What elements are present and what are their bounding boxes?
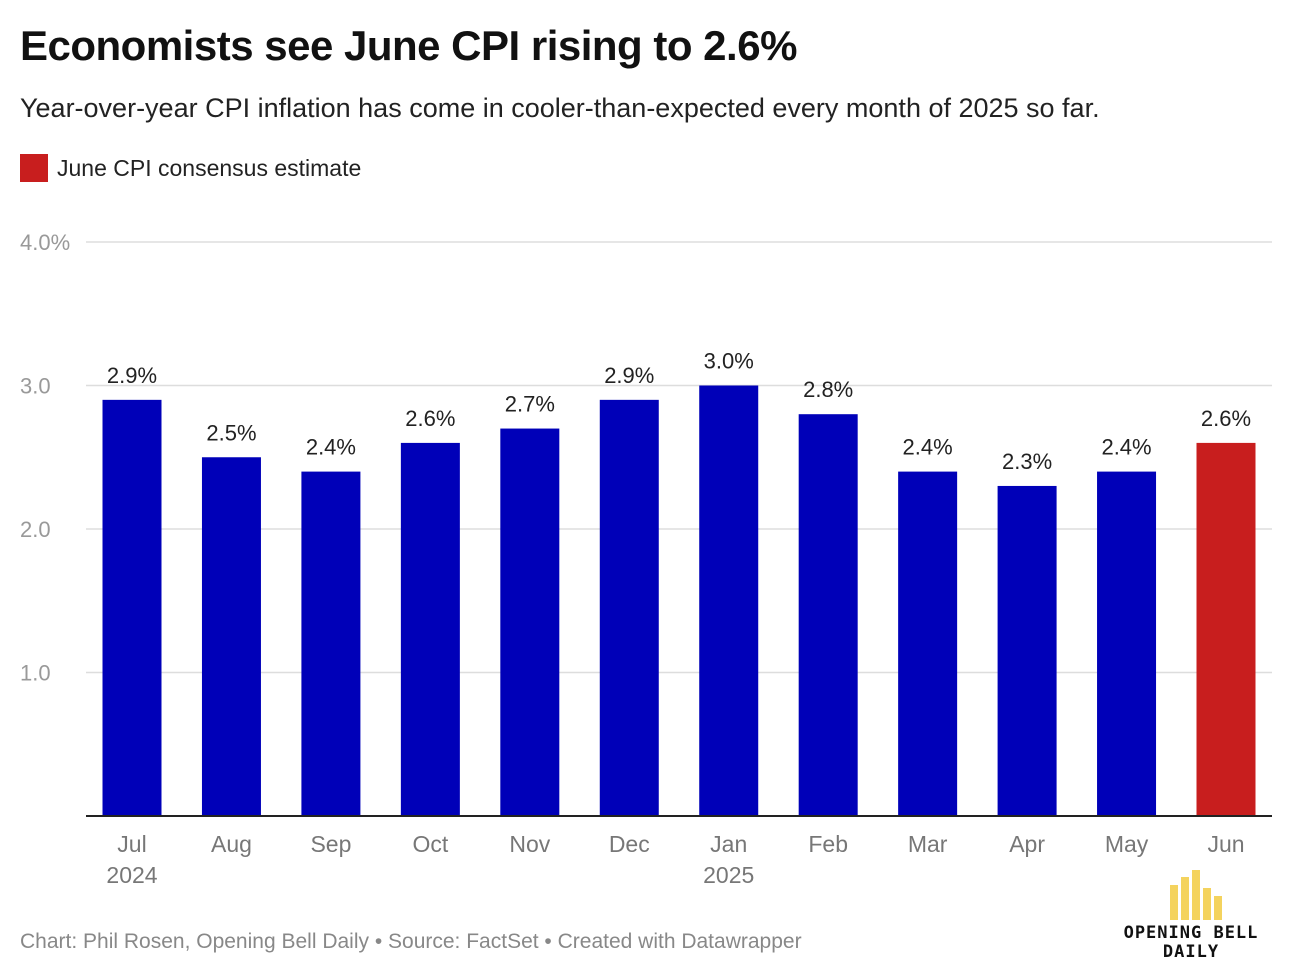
bar: [699, 385, 759, 816]
data-label: 2.4%: [1101, 435, 1151, 460]
bar: [102, 399, 162, 816]
x-tick-label: Jul: [117, 831, 146, 857]
bar: [898, 471, 958, 816]
y-tick-label: 4.0%: [20, 230, 70, 255]
logo-line-1: OPENING BELL: [1123, 923, 1259, 943]
bar: [1196, 442, 1256, 816]
bar: [599, 399, 659, 816]
bar: [798, 414, 858, 816]
bar: [997, 485, 1057, 816]
data-label: 2.9%: [107, 363, 157, 388]
x-tick-label: Sep: [310, 831, 351, 857]
data-label: 2.5%: [206, 420, 256, 445]
legend-label: June CPI consensus estimate: [57, 154, 362, 181]
x-tick-label: Apr: [1009, 831, 1045, 857]
data-label: 2.7%: [505, 392, 555, 417]
x-tick-label: Jan: [710, 831, 747, 857]
data-label: 2.3%: [1002, 449, 1052, 474]
data-label: 3.0%: [704, 349, 754, 374]
y-tick-label: 3.0: [20, 374, 51, 399]
opening-bell-logo: [1170, 870, 1222, 920]
y-tick-label: 2.0: [20, 517, 51, 542]
data-label: 2.4%: [903, 435, 953, 460]
x-tick-label: Oct: [412, 831, 448, 857]
x-tick-label: Nov: [509, 831, 550, 857]
x-tick-label: Dec: [609, 831, 650, 857]
data-label: 2.4%: [306, 435, 356, 460]
bar: [400, 442, 460, 816]
x-year-label: 2025: [703, 862, 754, 888]
bar: [1097, 471, 1157, 816]
chart-credit: Chart: Phil Rosen, Opening Bell Daily • …: [20, 930, 802, 953]
data-label: 2.6%: [1201, 406, 1251, 431]
chart-title: Economists see June CPI rising to 2.6%: [20, 22, 797, 69]
x-tick-label: Feb: [808, 831, 848, 857]
logo-line-2: DAILY: [1162, 942, 1220, 962]
x-tick-label: May: [1105, 831, 1149, 857]
data-label: 2.6%: [405, 406, 455, 431]
y-tick-label: 1.0: [20, 661, 51, 686]
data-label: 2.8%: [803, 377, 853, 402]
legend: June CPI consensus estimate: [20, 154, 361, 182]
bar: [201, 457, 261, 816]
x-year-label: 2024: [106, 862, 157, 888]
data-label: 2.9%: [604, 363, 654, 388]
x-tick-label: Aug: [211, 831, 252, 857]
bar: [301, 471, 361, 816]
logo-text: OPENING BELL DAILY: [1106, 924, 1276, 962]
legend-swatch: [20, 154, 48, 182]
bar: [500, 428, 560, 816]
chart-subtitle: Year-over-year CPI inflation has come in…: [20, 93, 1100, 123]
x-tick-label: Mar: [908, 831, 948, 857]
x-tick-label: Jun: [1207, 831, 1244, 857]
